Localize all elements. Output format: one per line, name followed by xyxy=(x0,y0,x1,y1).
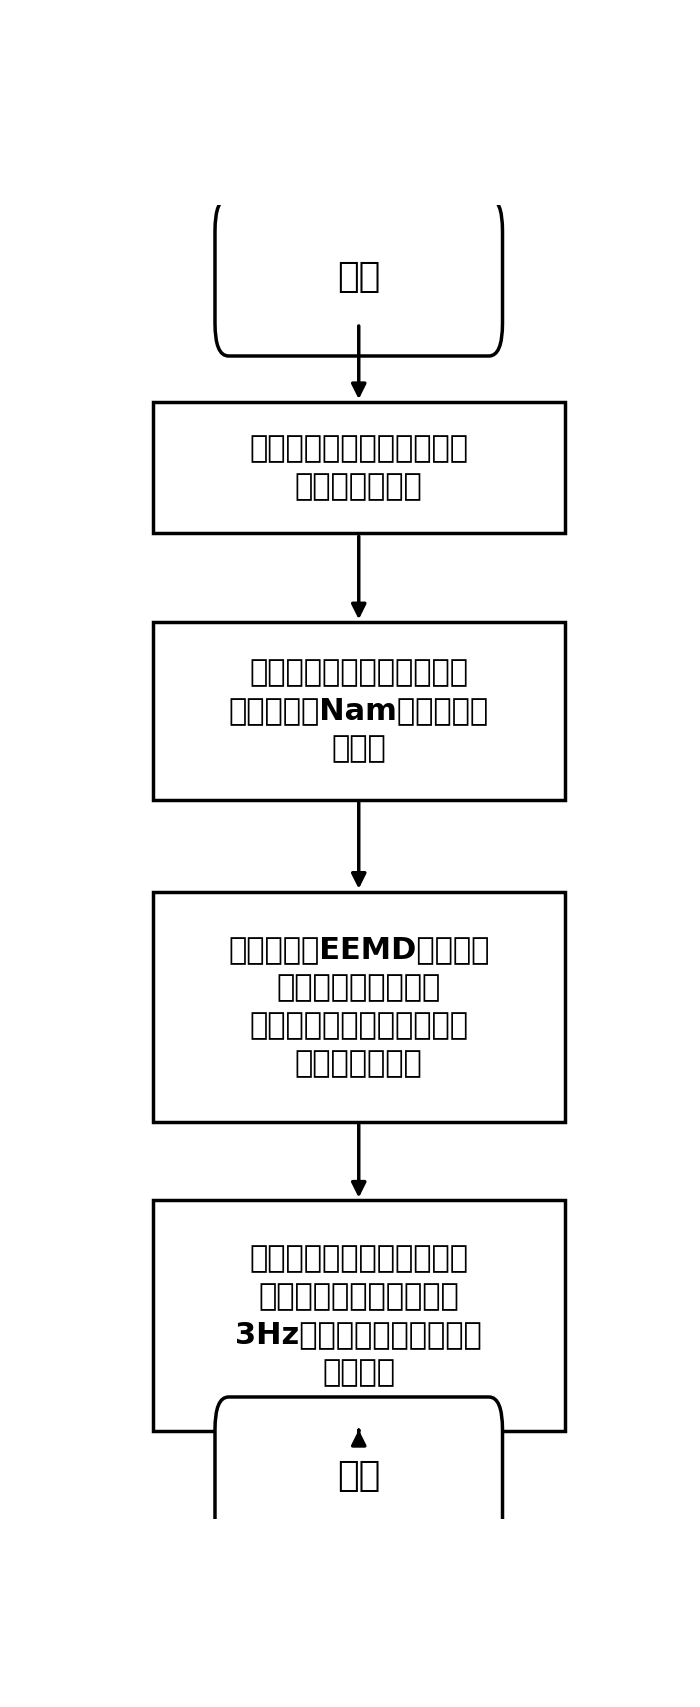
Text: 对信号进行EEMD分解得到
相应的单分量信号，
对单分量信号通过直接正交
法计算瞬时频率: 对信号进行EEMD分解得到 相应的单分量信号， 对单分量信号通过直接正交 法计算… xyxy=(228,935,489,1079)
FancyBboxPatch shape xyxy=(215,1396,503,1555)
Text: 结束: 结束 xyxy=(337,1459,380,1494)
Bar xyxy=(153,401,565,533)
Bar xyxy=(153,621,565,799)
Bar xyxy=(153,891,565,1121)
Text: 比较正常齿轮对和裂纹齿轮
对的各个单分量信号，在
3Hz处的幅值不同说明出现
裂纹故障: 比较正常齿轮对和裂纹齿轮 对的各个单分量信号，在 3Hz处的幅值不同说明出现 裂… xyxy=(235,1244,482,1388)
FancyBboxPatch shape xyxy=(215,198,503,357)
Text: 角位移信号计算传动误差信
号，再进行Nam微分得到分
析信号: 角位移信号计算传动误差信 号，再进行Nam微分得到分 析信号 xyxy=(229,659,489,763)
Text: 采集正常齿轮对和裂纹齿轮
对的角位移信号: 采集正常齿轮对和裂纹齿轮 对的角位移信号 xyxy=(249,434,468,502)
Text: 结束: 结束 xyxy=(337,259,380,294)
Bar xyxy=(153,1200,565,1430)
